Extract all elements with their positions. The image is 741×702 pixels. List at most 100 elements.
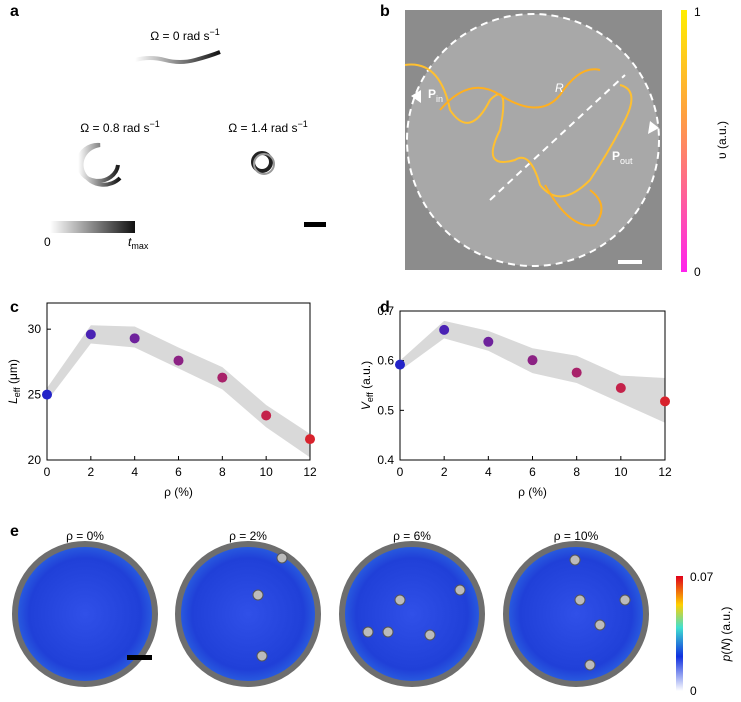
y-tick-label: 0.5 (377, 403, 394, 417)
band (400, 320, 665, 423)
axes-frame (46, 302, 311, 461)
band (47, 325, 310, 458)
x-tick-label: 6 (529, 465, 536, 479)
obstacle (362, 626, 374, 638)
obstacle (252, 589, 264, 601)
x-tick-label: 4 (131, 465, 138, 479)
y-tick-label: 30 (28, 322, 42, 336)
colorbar-max: 1 (694, 5, 701, 19)
point (660, 396, 670, 407)
y-axis-label: Veff (a.u.) (359, 361, 375, 410)
panel-label: b (380, 3, 390, 20)
x-tick-label: 0 (44, 465, 51, 479)
omega-label: Ω = 0.8 rad s−1 (80, 119, 160, 135)
y-axis-label-part: eff (12, 387, 22, 397)
density-maps (12, 541, 649, 687)
map-title: ρ = 0% (66, 529, 104, 543)
obstacle (394, 594, 406, 606)
exit-arrow (648, 121, 659, 134)
point (217, 372, 228, 383)
density-map (175, 541, 321, 687)
obstacle (594, 619, 606, 631)
time-colorbar (50, 221, 135, 233)
radius-label: R (555, 81, 564, 95)
trajectory (253, 153, 275, 175)
x-tick-label: 8 (573, 465, 580, 479)
obstacle (424, 629, 436, 641)
chart: 0 2 4 6 8 10 12 20 25 30 ρ (%) Leff (μm) (6, 302, 317, 499)
x-axis-label: ρ (%) (518, 485, 547, 499)
y-axis-label-part: (a.u.) (359, 361, 373, 392)
omega-label: Ω = 1.4 rad s−1 (228, 119, 308, 135)
point (571, 367, 582, 378)
density-map (339, 541, 485, 687)
point (395, 359, 405, 370)
p-out-label: Pout (612, 149, 633, 166)
speed-colorbar (681, 10, 687, 272)
panel-label: d (380, 299, 390, 316)
y-tick-label: 20 (28, 453, 42, 467)
point (173, 355, 184, 366)
y-tick-label: 0.7 (377, 304, 394, 318)
point (305, 434, 315, 445)
colorbar-label: υ (a.u.) (715, 121, 729, 159)
y-tick-label: 0.4 (377, 453, 394, 467)
y-axis-label: Leff (μm) (6, 359, 22, 404)
obstacle (276, 552, 288, 564)
point (615, 382, 626, 393)
point (42, 389, 52, 400)
obstacle (256, 650, 268, 662)
obstacle (584, 659, 596, 671)
particle-path (404, 63, 633, 198)
trajectory (76, 142, 122, 187)
density-map (12, 541, 158, 687)
map-title: ρ = 6% (393, 529, 431, 543)
point (129, 333, 140, 344)
entry-arrow (411, 90, 421, 103)
colorbar-min: 0 (44, 235, 51, 249)
point (483, 336, 494, 347)
panel-label: a (10, 3, 19, 20)
particle-path (439, 68, 603, 227)
obstacle (574, 594, 586, 606)
scale-bar (618, 260, 642, 264)
scale-bar (304, 222, 326, 227)
y-axis-label-part: V (359, 401, 373, 410)
radius-line (489, 74, 626, 201)
x-tick-label: 12 (303, 465, 317, 479)
y-axis-label-part: L (6, 397, 20, 404)
x-tick-label: 12 (658, 465, 672, 479)
p-in-label: Pin (428, 87, 443, 104)
point (439, 324, 450, 335)
omega-label: Ω = 0 rad s−1 (150, 27, 220, 43)
x-tick-label: 6 (175, 465, 182, 479)
panel-label: e (10, 523, 19, 540)
obstacle (619, 594, 631, 606)
panel-label: c (10, 299, 19, 316)
density-map (503, 541, 649, 687)
y-tick-label: 25 (28, 388, 42, 402)
colorbar-min: 0 (694, 265, 701, 279)
y-axis-label-part: (μm) (6, 359, 20, 387)
x-tick-label: 8 (219, 465, 226, 479)
colorbar-label: p(N) (a.u.) (719, 607, 733, 663)
colorbar-max: 0.07 (690, 570, 714, 584)
density-colorbar (676, 576, 683, 691)
trajectory (251, 151, 273, 173)
x-tick-label: 10 (259, 465, 273, 479)
point (527, 355, 538, 366)
colorbar-min: 0 (690, 684, 697, 698)
chart: 0 2 4 6 8 10 12 0.4 0.5 0.6 0.7 ρ (%) Veff (a.u.) (359, 304, 672, 499)
x-tick-label: 0 (397, 465, 404, 479)
map-title: ρ = 2% (229, 529, 267, 543)
obstacles (252, 552, 631, 671)
obstacle (454, 584, 466, 596)
x-tick-label: 2 (441, 465, 448, 479)
y-tick-label: 0.6 (377, 354, 394, 368)
arena (406, 13, 660, 267)
point (85, 329, 96, 340)
obstacle (382, 626, 394, 638)
colorbar-max: tmax (128, 235, 149, 251)
map-title: ρ = 10% (554, 529, 599, 543)
